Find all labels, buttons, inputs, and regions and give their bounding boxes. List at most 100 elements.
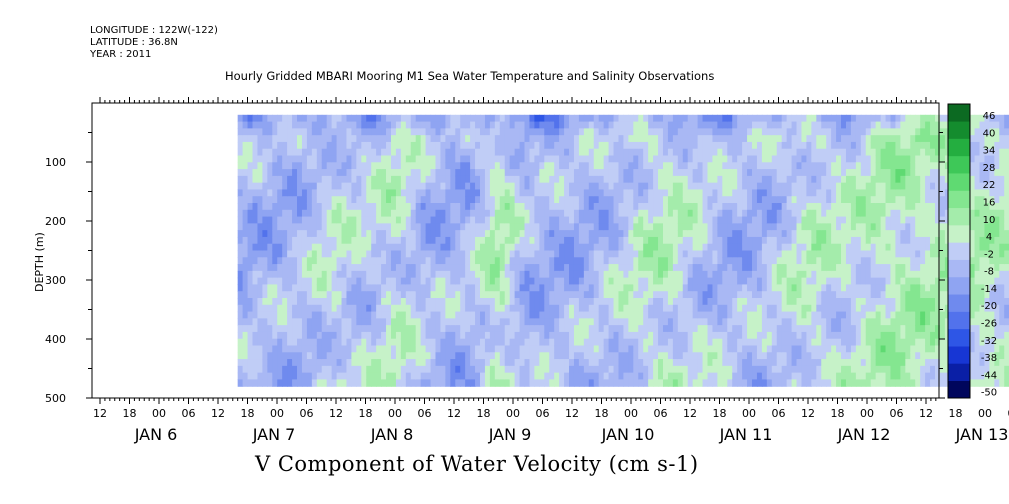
- heat-cell: [682, 182, 689, 191]
- heat-cell: [455, 284, 461, 292]
- heat-cell: [845, 141, 852, 150]
- heat-cell: [791, 365, 798, 374]
- heat-cell: [257, 175, 263, 184]
- heat-cell: [569, 243, 575, 252]
- heat-cell: [539, 135, 545, 143]
- heat-cell: [786, 325, 793, 333]
- heat-cell: [583, 155, 590, 163]
- heat-cell: [465, 291, 471, 299]
- heat-cell: [578, 331, 585, 340]
- heat-cell: [356, 148, 362, 157]
- heat-cell: [301, 379, 308, 387]
- heat-cell: [766, 223, 773, 231]
- heat-cell: [692, 175, 699, 184]
- heat-cell: [776, 230, 783, 238]
- heat-cell: [776, 236, 783, 245]
- heat-cell: [450, 352, 456, 360]
- heat-cell: [455, 236, 461, 245]
- heat-cell: [455, 223, 461, 231]
- heat-cell: [781, 298, 788, 306]
- heat-cell: [633, 135, 639, 143]
- heat-cell: [484, 270, 491, 279]
- heat-cell: [351, 162, 357, 170]
- heat-cell: [643, 250, 649, 258]
- heat-cell: [712, 169, 718, 177]
- heat-cell: [504, 359, 511, 367]
- heat-cell: [756, 331, 763, 340]
- heat-cell: [326, 236, 333, 245]
- heat-cell: [766, 284, 773, 292]
- heat-cell: [672, 230, 679, 238]
- heat-cell: [633, 270, 639, 279]
- heat-cell: [623, 175, 629, 184]
- heat-cell: [737, 135, 743, 143]
- heat-cell: [826, 182, 832, 191]
- heat-cell: [573, 121, 580, 129]
- heat-cell: [420, 345, 427, 353]
- heat-cell: [608, 128, 615, 136]
- heat-cell: [386, 264, 392, 272]
- heat-cell: [756, 338, 763, 347]
- heat-cell: [470, 372, 476, 381]
- heat-cell: [583, 162, 590, 170]
- heat-cell: [667, 298, 674, 306]
- heat-cell: [534, 298, 540, 306]
- heat-cell: [445, 318, 451, 326]
- heat-cell: [415, 365, 422, 374]
- heat-cell: [247, 114, 254, 123]
- heat-cell: [480, 270, 486, 279]
- heat-cell: [761, 162, 768, 170]
- heat-cell: [470, 216, 476, 224]
- heat-cell: [623, 135, 629, 143]
- heat-cell: [845, 216, 852, 224]
- heat-cell: [252, 236, 259, 245]
- heat-cell: [697, 209, 704, 218]
- heat-cell: [633, 338, 639, 347]
- heat-cell: [707, 189, 714, 197]
- heat-cell: [504, 379, 511, 387]
- heat-cell: [776, 277, 783, 286]
- heat-cell: [816, 264, 822, 272]
- heat-cell: [316, 318, 323, 326]
- heat-cell: [638, 277, 644, 286]
- heat-cell: [559, 331, 565, 340]
- heat-cell: [386, 216, 392, 224]
- heat-cell: [351, 325, 357, 333]
- heat-cell: [559, 223, 565, 231]
- heat-cell: [336, 128, 343, 136]
- heat-cell: [475, 243, 481, 252]
- heat-cell: [756, 162, 763, 170]
- heat-cell: [400, 284, 407, 292]
- heat-cell: [692, 209, 699, 218]
- heat-cell: [559, 128, 565, 136]
- heat-cell: [435, 175, 442, 184]
- heat-cell: [371, 175, 377, 184]
- heat-cell: [638, 311, 644, 319]
- heat-cell: [445, 352, 451, 360]
- heat-cell: [806, 114, 812, 123]
- heat-cell: [628, 175, 634, 184]
- heat-cell: [747, 121, 753, 129]
- heat-cell: [297, 128, 303, 136]
- heat-cell: [662, 243, 669, 252]
- heat-cell: [786, 135, 793, 143]
- heat-cell: [301, 121, 308, 129]
- heat-cell: [529, 257, 536, 265]
- heat-cell: [484, 128, 491, 136]
- heat-cell: [821, 311, 827, 319]
- heat-cell: [697, 203, 704, 211]
- heat-cell: [356, 325, 362, 333]
- heat-cell: [756, 284, 763, 292]
- heat-cell: [682, 270, 689, 279]
- heat-cell: [766, 304, 773, 313]
- heat-cell: [400, 372, 407, 381]
- heat-cell: [351, 141, 357, 150]
- heat-cell: [544, 175, 550, 184]
- heat-cell: [618, 325, 625, 333]
- heat-cell: [687, 372, 694, 381]
- heat-cell: [633, 175, 639, 184]
- heat-cell: [702, 223, 709, 231]
- heat-cell: [420, 216, 427, 224]
- heat-cell: [534, 345, 540, 353]
- heat-cell: [816, 298, 822, 306]
